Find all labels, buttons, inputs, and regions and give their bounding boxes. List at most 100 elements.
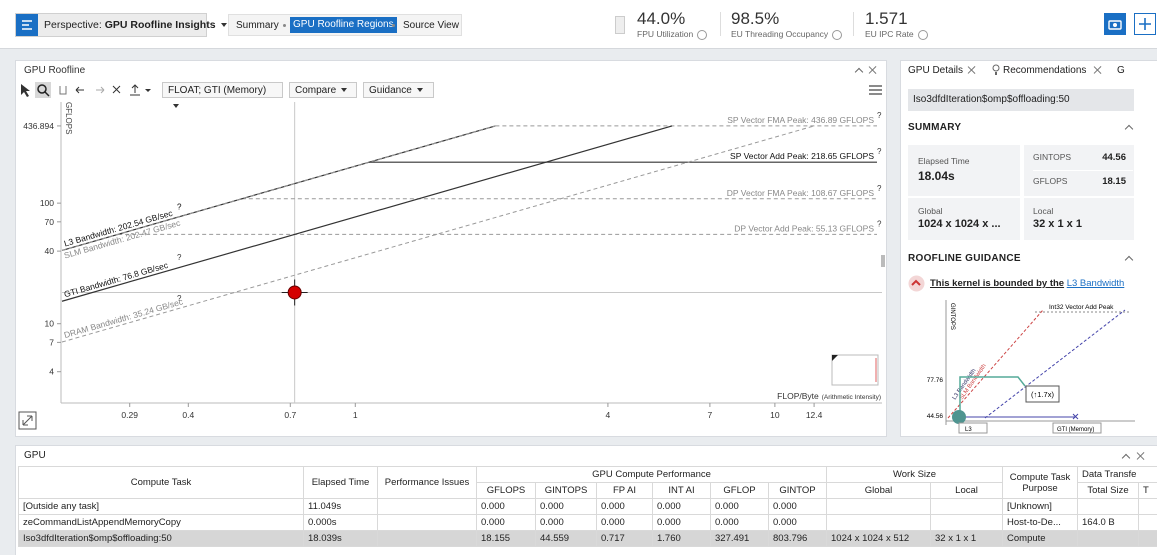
perspective-value: GPU Roofline Insights [105, 19, 216, 31]
close-icon[interactable] [1094, 66, 1102, 74]
column-header[interactable]: INT AI [653, 483, 711, 499]
table-cell: 0.717 [597, 531, 653, 547]
table-cell: 0.000 [653, 499, 711, 515]
column-header[interactable]: Local [931, 483, 1003, 499]
tab-separator [392, 24, 395, 27]
table-cell: 0.000s [304, 515, 378, 531]
icon [1104, 13, 1126, 35]
help-mark: ? [177, 294, 182, 303]
table-cell: 0.000 [769, 515, 827, 531]
mini-kernel-dot [952, 410, 966, 424]
perspective-label: Perspective: [44, 19, 102, 31]
help-mark: ? [877, 219, 882, 228]
view-tabs: Summary GPU Roofline Regions Source View [228, 14, 462, 36]
table-cell: 0.000 [477, 499, 536, 515]
section-title: ROOFLINE GUIDANCE [908, 253, 1021, 264]
group-header[interactable]: GPU Compute Performance [477, 467, 827, 483]
metric-value: 98.5% [731, 9, 842, 29]
metric: 98.5% EU Threading Occupancy [731, 9, 842, 40]
roof-label: SP Vector Add Peak: 218.65 GFLOPS [730, 151, 874, 161]
perspective-text: Perspective: GPU Roofline Insights [44, 19, 227, 31]
y-tick-label: 436.894 [23, 121, 54, 131]
table-cell: 0.000 [536, 515, 597, 531]
collapse-button[interactable] [615, 16, 625, 34]
roof-label: DRAM Bandwidth: 35.24 GB/sec [63, 296, 185, 340]
help-mark: ? [177, 253, 182, 262]
column-header[interactable]: GINTOP [769, 483, 827, 499]
table-cell [1078, 499, 1139, 515]
table-cell: 0.000 [477, 515, 536, 531]
card-label: GFLOPS [1033, 176, 1067, 186]
table-cell: [Unknown] [1003, 499, 1078, 515]
table-cell: 18.039s [304, 531, 378, 547]
close-icon[interactable] [1137, 452, 1145, 460]
table-cell: 1.760 [653, 531, 711, 547]
table-cell: Compute [1003, 531, 1078, 547]
guidance-chart: GINTOPS Int32 Vector Add Peak L3 Bandwid… [925, 295, 1135, 435]
column-header[interactable]: Compute Task Purpose [1003, 467, 1078, 499]
column-header[interactable]: Elapsed Time [304, 467, 378, 499]
dropdown-arrow [221, 23, 227, 27]
details-tab[interactable]: Recommendations [1003, 65, 1086, 76]
metric: 44.0% FPU Utilization [637, 9, 707, 40]
table-cell: Iso3dfdIteration$omp$offloading:50 [19, 531, 304, 547]
tab[interactable]: Source View [403, 20, 459, 31]
metric-label: EU IPC Rate [865, 29, 928, 40]
x-tick-label: 0.7 [284, 410, 296, 420]
close-icon[interactable] [968, 66, 976, 74]
collapse-icon[interactable] [1122, 454, 1130, 462]
help-icon[interactable] [832, 30, 842, 40]
help-icon[interactable] [697, 30, 707, 40]
y-axis-label: GFLOPS [64, 102, 73, 134]
help-icon[interactable] [918, 30, 928, 40]
details-tab[interactable]: G [1117, 65, 1125, 76]
details-tab[interactable]: GPU Details [908, 65, 963, 76]
table-cell: 44.559 [536, 531, 597, 547]
table-cell [827, 515, 931, 531]
metric-label-text: EU Threading Occupancy [731, 29, 828, 39]
card-divider [1033, 170, 1133, 171]
column-header[interactable]: GINTOPS [536, 483, 597, 499]
column-header[interactable]: T [1139, 483, 1157, 499]
resize-grip[interactable] [882, 255, 885, 267]
mini-x-box [959, 423, 987, 433]
column-header[interactable]: Performance Issues [378, 467, 477, 499]
add-button[interactable] [1134, 13, 1156, 35]
guidance-link[interactable]: L3 Bandwidth [1067, 278, 1125, 289]
column-header[interactable]: GFLOPS [477, 483, 536, 499]
group-header[interactable]: Data Transfe [1078, 467, 1157, 483]
column-header[interactable]: Compute Task [19, 467, 304, 499]
table-cell [378, 499, 477, 515]
mini-tick-label: 44.56 [927, 413, 944, 420]
minimap[interactable] [832, 355, 878, 385]
snapshot-button[interactable] [1104, 13, 1126, 35]
x-tick-label: 1 [353, 410, 358, 420]
perspective-selector[interactable]: Perspective: GPU Roofline Insights [15, 13, 207, 37]
column-header[interactable]: Global [827, 483, 931, 499]
column-header[interactable]: Total Size [1078, 483, 1139, 499]
table-cell [378, 531, 477, 547]
mini-peak-label: Int32 Vector Add Peak [1049, 304, 1114, 311]
gpu-table: Compute Task Elapsed Time Performance Is… [18, 466, 1157, 547]
column-header[interactable]: GFLOP [711, 483, 769, 499]
tab[interactable]: Summary [236, 20, 279, 31]
table-cell: 0.000 [597, 499, 653, 515]
column-header[interactable]: FP AI [597, 483, 653, 499]
y-tick-label: 40 [45, 246, 55, 256]
icon [1135, 14, 1155, 34]
group-header[interactable]: Work Size [827, 467, 1003, 483]
elapsed-card: Elapsed Time 18.04s [908, 145, 1020, 196]
table-cell: 327.491 [711, 531, 769, 547]
table-cell: 0.000 [536, 499, 597, 515]
gpu-panel: GPU Compute Task Elapsed Time Performanc… [15, 445, 1157, 555]
card-value: 44.56 [1102, 152, 1126, 163]
card-label: Global [918, 206, 943, 216]
help-mark: ? [177, 202, 182, 211]
x-tick-label: 7 [708, 410, 713, 420]
tab-active[interactable]: GPU Roofline Regions [290, 17, 397, 33]
